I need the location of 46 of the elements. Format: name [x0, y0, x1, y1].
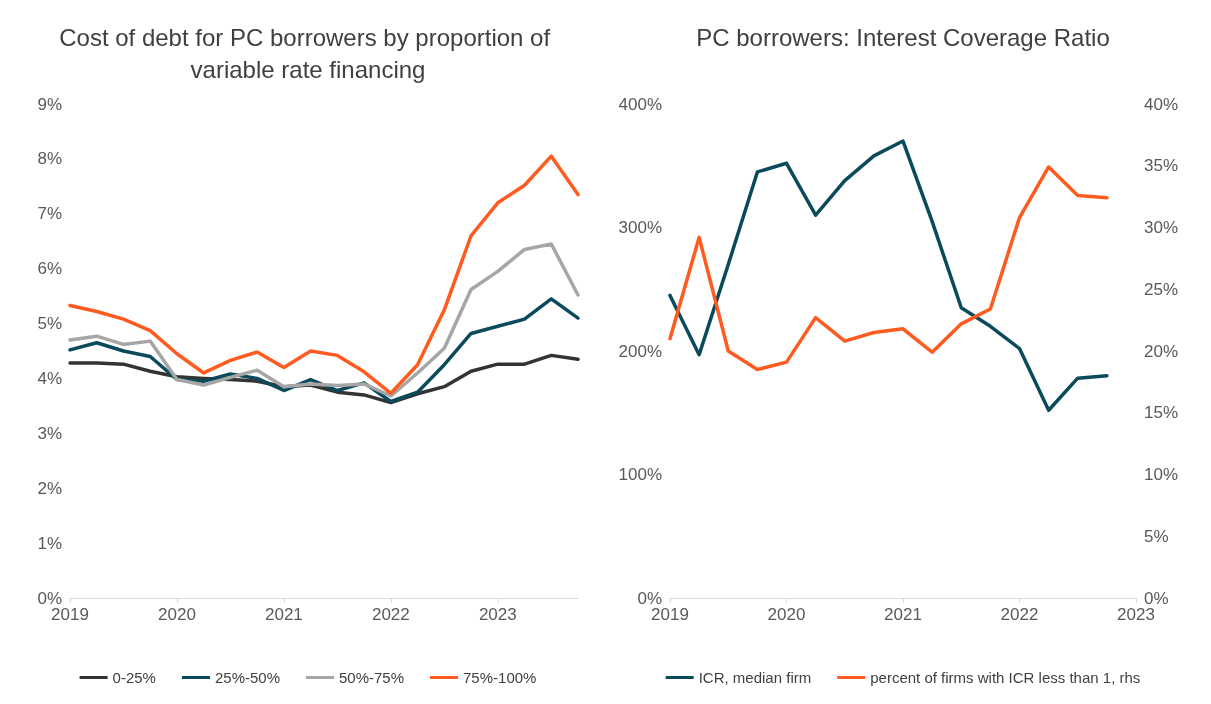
chart-title: PC borrowers: Interest Coverage Ratio: [696, 23, 1110, 51]
y-tick-label: 0%: [37, 588, 62, 608]
x-tick-label: 2020: [158, 605, 196, 624]
y-tick-label: 7%: [37, 204, 62, 224]
y-tick-label: 400%: [618, 94, 662, 114]
line-series: [68, 154, 580, 396]
y-tick-label: 3%: [37, 423, 62, 443]
y-tick-label: 0%: [637, 588, 662, 608]
line-series: [668, 139, 1109, 413]
x-tick-label: 2022: [1000, 605, 1039, 624]
line-series: [668, 165, 1109, 372]
y2-tick-label: 5%: [1144, 526, 1169, 546]
legend-label: 0-25%: [112, 669, 156, 686]
y-tick-label: 300%: [618, 218, 662, 237]
y-tick-label: 9%: [37, 94, 62, 114]
y-tick-label: 100%: [618, 465, 662, 484]
y2-tick-label: 30%: [1144, 218, 1179, 237]
x-tick-label: 2019: [51, 605, 89, 624]
legend-label: 50%-75%: [338, 669, 405, 686]
legend-label: ICR, median firm: [698, 669, 812, 686]
y2-tick-label: 25%: [1144, 279, 1179, 299]
y2-tick-label: 20%: [1144, 341, 1179, 361]
legend-label: 75%-100%: [463, 669, 537, 686]
legend-label: percent of firms with ICR less than 1, rhs: [870, 669, 1141, 686]
y-tick-label: 4%: [37, 368, 62, 388]
y2-tick-label: 15%: [1144, 403, 1179, 423]
y-tick-label: 1%: [37, 533, 62, 553]
y-tick-label: 200%: [618, 341, 662, 361]
chart-title: Cost of debt for PC borrowers by proportion of variable rate financing: [59, 23, 557, 83]
y2-tick-label: 0%: [1144, 588, 1169, 608]
y-tick-label: 2%: [37, 478, 62, 498]
x-tick-label: 2023: [1117, 605, 1155, 624]
y2-tick-label: 10%: [1144, 465, 1179, 484]
line-series: [68, 242, 580, 398]
x-tick-label: 2020: [767, 605, 806, 624]
y-tick-label: 6%: [37, 259, 62, 279]
y2-tick-label: 35%: [1144, 156, 1179, 176]
x-tick-label: 2021: [264, 605, 303, 624]
y-tick-label: 8%: [37, 149, 62, 169]
x-tick-label: 2021: [884, 605, 922, 624]
y-tick-label: 5%: [37, 314, 62, 334]
x-tick-label: 2023: [478, 605, 517, 624]
y2-tick-label: 40%: [1144, 94, 1179, 114]
legend-label: 25%-50%: [214, 669, 280, 686]
x-tick-label: 2022: [371, 605, 410, 624]
x-tick-label: 2019: [651, 605, 689, 624]
